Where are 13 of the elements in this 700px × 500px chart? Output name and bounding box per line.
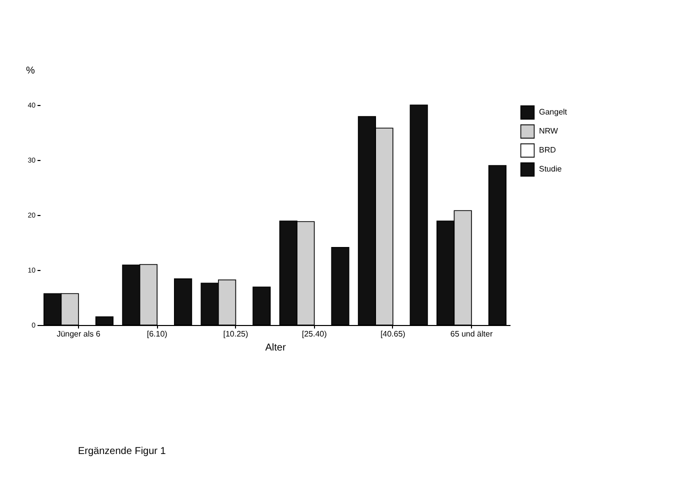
x-tick-label: [25.40) (302, 330, 328, 338)
x-tick-label: [6.10) (146, 330, 168, 338)
legend-label: Gangelt (539, 108, 568, 116)
x-axis-title: Alter (265, 342, 286, 354)
x-tick-label: [40.65) (380, 330, 406, 338)
legend-label: Studie (539, 164, 562, 174)
x-tick-label: [10.25) (223, 330, 248, 338)
x-tick-label: Jünger als 6 (56, 330, 101, 338)
legend-label: BRD (539, 146, 556, 154)
x-tick-label: 65 und älter (450, 330, 493, 338)
legend-label: NRW (539, 126, 558, 136)
text: Ergänzende Figur 1 (78, 446, 166, 457)
y-axis-title: % (26, 66, 36, 76)
